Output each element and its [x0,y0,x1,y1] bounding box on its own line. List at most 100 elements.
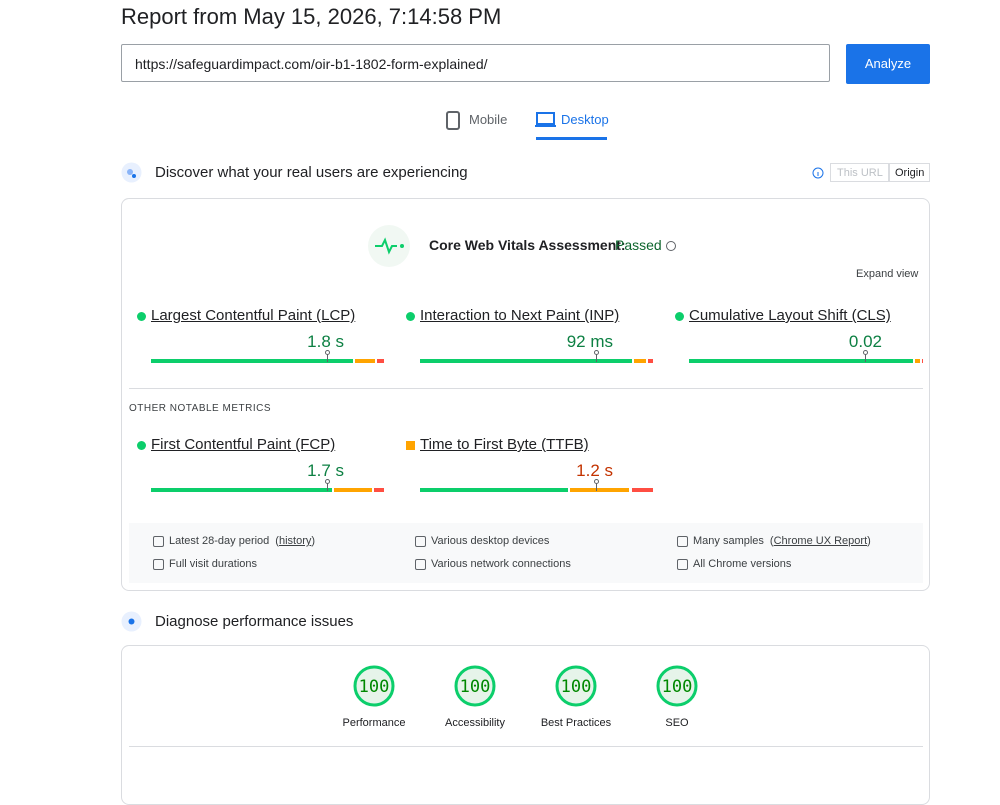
footer-text: Various network connections [431,558,571,570]
metric-value: 1.2 s [576,461,613,480]
assessment-result: Passed [615,237,662,253]
footer-item: Latest 28-day period history [169,535,315,547]
expand-view[interactable]: Expand view [856,268,919,280]
distribution-bar [689,350,924,363]
distribution-segment [355,359,375,363]
assessment-label: Core Web Vitals Assessment: [429,237,626,253]
footer-text: Various desktop devices [431,535,550,547]
gauge-arc [353,665,395,707]
footer-text: All Chrome versions [693,558,792,570]
field-card [121,198,930,591]
metric-name[interactable]: Interaction to Next Paint (INP) [420,307,620,324]
footer-icon [415,536,426,547]
p75-marker [327,481,329,491]
distribution-bar [151,350,386,363]
footer-icon [677,559,688,570]
metric-value: 1.7 s [307,461,344,480]
gauge-arc [656,665,698,707]
distribution-bar [420,350,655,363]
metric-name[interactable]: Largest Contentful Paint (LCP) [151,307,356,324]
p75-marker [596,352,598,362]
metric-dot [675,312,684,321]
p75-marker-head [325,350,331,355]
mobile-icon [446,111,460,130]
footer-item: Various desktop devices [431,535,549,547]
help-icon [666,241,676,251]
p75-marker-head [594,350,600,355]
score-value: 100 [460,677,491,697]
footer-item: All Chrome versions [693,558,791,570]
metric-name[interactable]: Cumulative Layout Shift (CLS) [689,307,891,324]
toggle-origin[interactable]: Origin [888,163,930,182]
distribution-segment [689,359,913,363]
footer-link[interactable]: history [275,535,315,547]
diagnose-heading: Diagnose performance issues [155,613,354,630]
distribution-segment [420,488,569,492]
footer-icon [677,536,688,547]
p75-marker-head [863,350,869,355]
score-value: 100 [662,677,693,697]
divider [129,746,923,747]
footer-box [129,523,923,583]
p75-marker-head [594,479,600,484]
metric-name[interactable]: First Contentful Paint (FCP) [151,436,336,453]
toggle-url[interactable]: This URL [830,163,890,182]
distribution-segment [151,488,333,492]
metric-dot [137,441,146,450]
score-gauge: 100 [353,665,395,707]
score-label: Best Practices [540,717,612,729]
metric-value: 0.02 [848,332,882,351]
score-label: Accessibility [445,717,505,729]
distribution-segment [633,359,646,363]
distribution-segment [374,488,384,492]
score-gauge: 100 [656,665,698,707]
tab-indicator [536,137,607,140]
footer-icon [153,559,164,570]
footer-text: Latest 28-day period [169,535,270,547]
gauge-arc [555,665,597,707]
distribution-segment [570,488,630,492]
info-icon [812,167,824,179]
p75-marker [865,352,867,362]
distribution-segment [420,359,632,363]
metric-name[interactable]: Time to First Byte (TTFB) [420,436,589,453]
footer-item: Full visit durations [169,558,257,570]
divider [129,388,923,389]
footer-item: Many samples Chrome UX Report [693,535,871,547]
distribution-bar [420,479,655,492]
distribution-segment [921,359,923,363]
field-icon [121,162,142,183]
tab-desktop[interactable]: Desktop [561,112,609,127]
distribution-segment [647,359,653,363]
url-input[interactable]: https://safeguardimpact.com/oir-b1-1802-… [121,44,830,82]
metric-dot [137,312,146,321]
footer-link[interactable]: Chrome UX Report [770,535,871,547]
footer-item: Various network connections [431,558,571,570]
score-value: 100 [561,677,592,697]
tab-mobile[interactable]: Mobile [469,112,508,127]
body: Report from May 15, 2026, 7:14:58 PM htt… [0,0,1000,768]
score-gauge: 100 [555,665,597,707]
analyze-button[interactable]: Analyze [846,44,930,84]
p75-marker [327,352,329,362]
diagnose-icon [121,611,142,632]
metric-value: 92 ms [566,332,613,351]
p75-marker [596,481,598,491]
footer-icon [415,559,426,570]
page: PageSpeed report {"header": {"title": "R… [0,0,1000,768]
field-heading: Discover what your real users are experi… [155,164,468,181]
distribution-segment [151,359,354,363]
distribution-segment [631,488,653,492]
footer-icon [153,536,164,547]
distribution-segment [376,359,384,363]
footer-text: Full visit durations [169,558,258,570]
distribution-segment [334,488,373,492]
distribution-segment [914,359,920,363]
vitals-icon [368,225,410,267]
p75-marker-head [325,479,331,484]
metric-dot [406,441,415,450]
report-title: Report from May 15, 2026, 7:14:58 PM [121,4,502,29]
score-value: 100 [359,677,390,697]
score-label: SEO [665,717,689,729]
metric-value: 1.8 s [307,332,344,351]
